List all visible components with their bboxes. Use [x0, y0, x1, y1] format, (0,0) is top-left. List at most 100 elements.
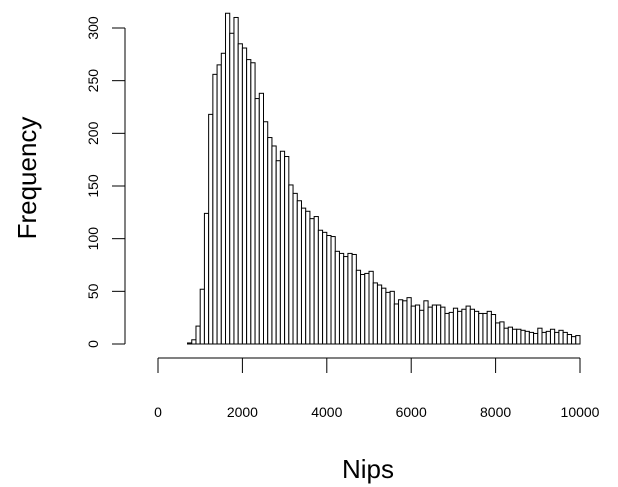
y-tick-label: 250	[85, 69, 101, 93]
histogram-bar	[571, 336, 577, 345]
histogram-bar	[254, 98, 260, 345]
histogram-bar	[195, 325, 201, 345]
histogram-bar	[402, 300, 408, 345]
histogram-bar	[381, 287, 387, 345]
histogram-bar	[191, 339, 197, 345]
histogram-bar	[533, 332, 539, 345]
histogram-bar	[520, 329, 526, 345]
histogram-bar	[440, 306, 446, 345]
histogram-bar	[237, 43, 243, 345]
histogram-bars	[187, 12, 581, 345]
histogram-bar	[322, 231, 328, 345]
histogram-bar	[431, 304, 438, 345]
histogram-bar	[393, 303, 400, 345]
histogram-bar	[347, 252, 353, 345]
y-tick-label: 50	[85, 283, 101, 299]
histogram-bar	[482, 312, 488, 345]
histogram-bar	[300, 207, 307, 345]
histogram-bar	[528, 331, 535, 345]
y-tick-label: 100	[85, 227, 101, 251]
histogram-bar	[562, 331, 568, 345]
x-tick-label: 10000	[561, 404, 600, 420]
x-tick-label: 4000	[311, 404, 342, 420]
histogram-bar	[338, 252, 345, 345]
y-tick-label: 300	[85, 16, 101, 40]
histogram-bar	[199, 288, 205, 345]
histogram-bar	[203, 212, 210, 345]
histogram-bar	[212, 73, 218, 345]
histogram-bar	[511, 328, 518, 345]
y-tick-label: 200	[85, 121, 101, 145]
histogram-bar	[448, 311, 454, 345]
histogram-bar	[241, 47, 248, 345]
histogram-bar	[360, 273, 366, 345]
y-tick-label: 0	[85, 340, 101, 348]
histogram-bar	[541, 331, 547, 345]
x-tick-label: 6000	[396, 404, 427, 420]
histogram-bar	[267, 137, 273, 345]
histogram-bar	[389, 290, 395, 345]
histogram-bar	[478, 312, 484, 345]
histogram-bar	[187, 342, 193, 345]
histogram-bar	[220, 52, 227, 345]
x-tick-label: 8000	[480, 404, 511, 420]
histogram-bar	[225, 12, 231, 345]
histogram-bar	[457, 310, 463, 345]
histogram-bar	[486, 310, 492, 345]
histogram-bar	[271, 145, 277, 345]
x-tick-label: 0	[154, 404, 162, 420]
y-tick-label: 150	[85, 174, 101, 198]
histogram-bar	[410, 305, 416, 345]
histogram-bar	[246, 59, 252, 345]
histogram-bar	[469, 308, 475, 345]
histogram-bar	[317, 229, 324, 345]
y-axis: 0 50 100 150 200 250 300	[85, 16, 126, 348]
histogram-bar	[427, 306, 433, 345]
histogram-bar	[575, 335, 581, 345]
histogram-bar	[385, 291, 391, 345]
histogram-bar	[330, 236, 336, 345]
histogram-bar	[554, 331, 560, 345]
histogram-bar	[351, 253, 357, 345]
histogram-bar	[474, 310, 480, 345]
histogram-bar	[368, 270, 374, 345]
histogram-bar	[258, 92, 264, 345]
histogram-bar	[503, 327, 509, 345]
histogram-bar	[326, 235, 332, 345]
histogram-bar	[499, 321, 505, 345]
histogram-bar	[398, 299, 404, 345]
x-tick-label: 2000	[227, 404, 258, 420]
histogram-bar	[343, 256, 349, 345]
histogram-bar	[465, 305, 471, 345]
histogram-bar	[566, 334, 573, 345]
histogram-bar	[545, 330, 551, 345]
histogram-bar	[288, 184, 294, 345]
histogram-bar	[355, 269, 362, 345]
histogram-bar	[549, 328, 556, 345]
histogram-bar	[461, 308, 467, 345]
histogram-bar	[419, 309, 425, 345]
histogram-bar	[250, 62, 256, 345]
histogram-bar	[233, 16, 239, 345]
histogram-bar	[208, 113, 214, 345]
histogram-bar	[372, 282, 378, 345]
histogram-bar	[275, 160, 281, 345]
histogram-bar	[229, 32, 235, 345]
histogram-bar	[495, 322, 501, 345]
histogram-bar	[490, 314, 497, 345]
histogram-bar	[444, 312, 450, 345]
y-axis-title: Frequency	[12, 117, 42, 240]
histogram-bar	[436, 304, 442, 345]
histogram-bar	[376, 284, 383, 345]
histogram-bar	[263, 121, 269, 345]
histogram-bar	[558, 329, 564, 345]
histogram-bar	[423, 300, 429, 345]
histogram-bar	[279, 150, 286, 345]
histogram-bar	[507, 326, 513, 345]
histogram-bar	[296, 200, 302, 345]
histogram-bar	[524, 330, 530, 345]
histogram-bar	[305, 210, 311, 345]
histogram-bar	[334, 250, 340, 345]
histogram-bar	[284, 156, 290, 345]
